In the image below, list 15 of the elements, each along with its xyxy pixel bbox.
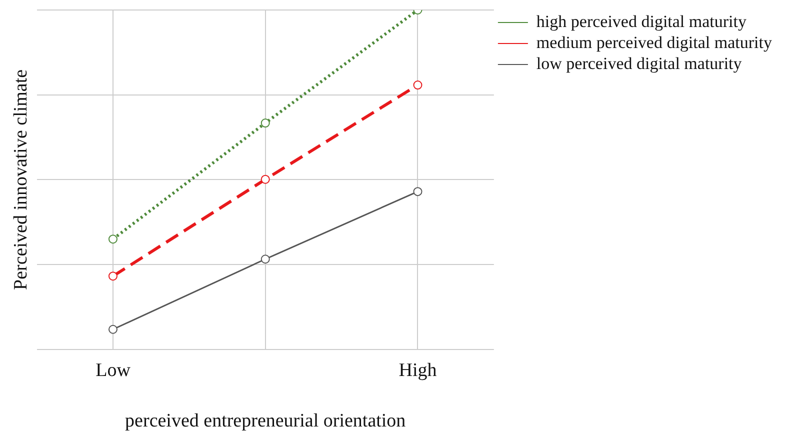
legend-label: high perceived digital maturity <box>536 12 748 31</box>
point <box>108 324 118 334</box>
point <box>413 187 422 196</box>
x-tick-label: Low <box>96 360 131 381</box>
point <box>260 174 270 184</box>
point <box>260 254 270 264</box>
point <box>108 272 118 281</box>
x-axis-title: perceived entrepreneurial orientation <box>125 410 406 432</box>
x-tick-label: High <box>398 360 438 381</box>
point <box>260 118 270 128</box>
y-axis-title: Perceived innovative climate <box>10 69 32 290</box>
point <box>108 234 118 244</box>
point <box>413 80 422 90</box>
legend-label: low perceived digital maturity <box>536 54 742 73</box>
legend-label: medium perceived digital maturity <box>536 32 772 52</box>
